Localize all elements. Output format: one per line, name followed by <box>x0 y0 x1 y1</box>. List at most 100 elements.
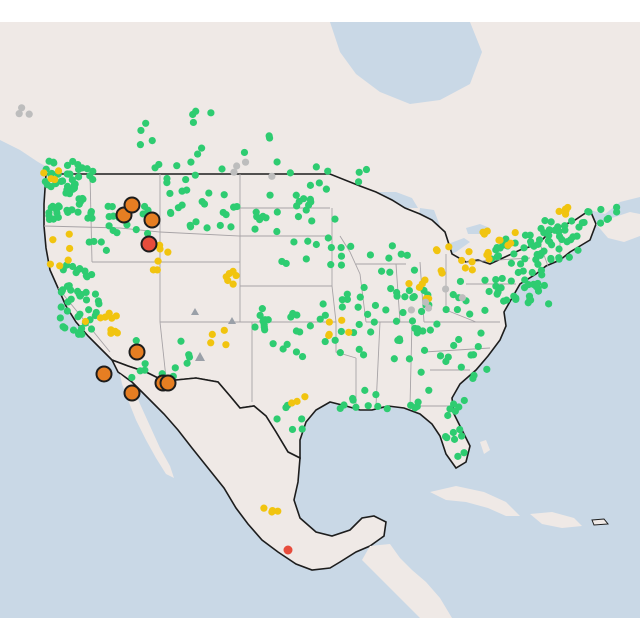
station-dot-icon[interactable] <box>252 208 260 216</box>
station-dot-icon[interactable] <box>481 306 489 314</box>
station-dot-icon[interactable] <box>97 238 105 246</box>
station-dot-icon[interactable] <box>83 165 91 173</box>
station-dot-icon[interactable] <box>56 262 64 270</box>
station-dot-icon[interactable] <box>331 336 339 344</box>
station-dot-icon[interactable] <box>298 425 306 433</box>
station-dot-icon[interactable] <box>224 276 232 285</box>
station-dot-icon[interactable] <box>540 281 548 290</box>
station-dot-icon[interactable] <box>325 318 333 326</box>
large-station-marker-icon[interactable] <box>159 374 177 392</box>
station-dot-icon[interactable] <box>456 277 465 286</box>
station-dot-icon[interactable] <box>355 320 363 329</box>
station-dot-icon[interactable] <box>136 141 145 149</box>
station-dot-icon[interactable] <box>561 210 570 218</box>
station-dot-icon[interactable] <box>370 318 378 326</box>
station-dot-icon[interactable] <box>186 221 194 229</box>
station-dot-icon[interactable] <box>405 280 413 288</box>
station-dot-icon[interactable] <box>454 452 462 460</box>
station-dot-icon[interactable] <box>173 162 181 170</box>
station-dot-icon[interactable] <box>283 545 293 555</box>
station-dot-icon[interactable] <box>338 316 346 324</box>
station-dot-icon[interactable] <box>425 386 433 394</box>
station-dot-icon[interactable] <box>48 169 56 178</box>
station-dot-icon[interactable] <box>355 345 363 353</box>
station-dot-icon[interactable] <box>208 330 216 339</box>
station-dot-icon[interactable] <box>520 244 528 252</box>
station-dot-icon[interactable] <box>279 345 287 353</box>
station-dot-icon[interactable] <box>537 224 545 233</box>
station-dot-icon[interactable] <box>322 185 330 193</box>
station-dot-icon[interactable] <box>455 403 463 411</box>
station-dot-icon[interactable] <box>450 435 459 443</box>
station-dot-icon[interactable] <box>306 181 315 189</box>
station-dot-icon[interactable] <box>178 201 186 209</box>
station-dot-icon[interactable] <box>580 218 588 227</box>
station-dot-icon[interactable] <box>136 367 144 375</box>
station-dot-icon[interactable] <box>377 267 386 275</box>
station-dot-icon[interactable] <box>205 189 213 197</box>
station-layer[interactable] <box>15 104 621 555</box>
station-dot-icon[interactable] <box>331 215 339 223</box>
station-dot-icon[interactable] <box>465 248 473 256</box>
station-dot-icon[interactable] <box>496 244 504 252</box>
station-dot-icon[interactable] <box>308 217 316 225</box>
station-dot-icon[interactable] <box>105 222 113 230</box>
station-dot-icon[interactable] <box>324 234 332 242</box>
station-dot-icon[interactable] <box>207 339 215 347</box>
station-dot-icon[interactable] <box>301 393 309 401</box>
station-dot-icon[interactable] <box>260 504 268 512</box>
station-dot-icon[interactable] <box>292 327 301 335</box>
station-dot-icon[interactable] <box>185 353 194 361</box>
station-dot-icon[interactable] <box>298 415 306 423</box>
station-dot-icon[interactable] <box>436 352 445 360</box>
station-dot-icon[interactable] <box>367 328 375 336</box>
station-dot-icon[interactable] <box>70 184 78 192</box>
station-dot-icon[interactable] <box>426 326 434 334</box>
station-dot-icon[interactable] <box>107 329 115 337</box>
station-dot-icon[interactable] <box>94 297 102 305</box>
station-dot-icon[interactable] <box>343 290 351 298</box>
station-dot-icon[interactable] <box>222 210 230 219</box>
station-dot-icon[interactable] <box>387 285 395 293</box>
station-dot-icon[interactable] <box>613 208 621 216</box>
station-dot-icon[interactable] <box>388 242 396 250</box>
station-dot-icon[interactable] <box>510 250 518 258</box>
station-dot-icon[interactable] <box>25 110 33 118</box>
station-dot-icon[interactable] <box>496 236 504 244</box>
station-dot-icon[interactable] <box>312 240 320 249</box>
station-dot-icon[interactable] <box>230 168 238 176</box>
station-dot-icon[interactable] <box>354 303 362 311</box>
station-dot-icon[interactable] <box>287 313 295 321</box>
station-dot-icon[interactable] <box>469 351 478 359</box>
station-dot-icon[interactable] <box>57 177 65 186</box>
station-dot-icon[interactable] <box>532 282 540 291</box>
station-dot-icon[interactable] <box>449 400 458 408</box>
station-dot-icon[interactable] <box>343 295 352 304</box>
station-dot-icon[interactable] <box>419 327 427 335</box>
station-dot-icon[interactable] <box>183 359 191 367</box>
station-dot-icon[interactable] <box>189 118 198 127</box>
station-dot-icon[interactable] <box>414 398 422 406</box>
station-dot-icon[interactable] <box>142 119 150 127</box>
station-dot-icon[interactable] <box>283 340 291 348</box>
station-dot-icon[interactable] <box>507 277 515 285</box>
station-dot-icon[interactable] <box>113 329 121 337</box>
station-dot-icon[interactable] <box>91 290 100 298</box>
station-dot-icon[interactable] <box>45 215 54 224</box>
station-dot-icon[interactable] <box>49 236 57 244</box>
station-dot-icon[interactable] <box>198 198 206 206</box>
station-dot-icon[interactable] <box>87 209 95 217</box>
station-dot-icon[interactable] <box>445 243 453 251</box>
station-dot-icon[interactable] <box>41 177 49 186</box>
station-dot-icon[interactable] <box>492 275 500 284</box>
station-dot-icon[interactable] <box>507 259 515 267</box>
station-dot-icon[interactable] <box>65 230 73 238</box>
station-dot-icon[interactable] <box>442 305 450 314</box>
station-dot-icon[interactable] <box>273 158 281 166</box>
station-dot-icon[interactable] <box>240 148 249 157</box>
station-dot-icon[interactable] <box>394 336 402 344</box>
station-dot-icon[interactable] <box>90 237 98 246</box>
station-dot-icon[interactable] <box>132 337 140 345</box>
station-dot-icon[interactable] <box>74 208 82 216</box>
